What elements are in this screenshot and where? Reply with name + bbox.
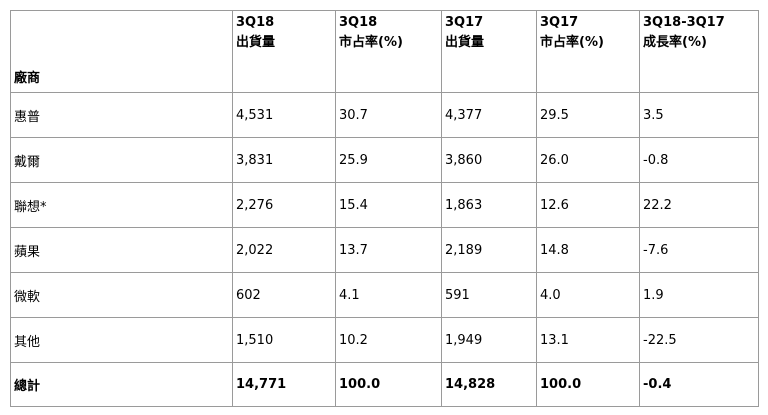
vendor-cell: 微軟 xyxy=(10,272,233,318)
ship-3q17-cell: 4,377 xyxy=(441,92,537,138)
table-row: 微軟 602 4.1 591 4.0 1.9 xyxy=(10,272,759,318)
header-share-3q18: 3Q18 市占率(%) xyxy=(335,10,442,93)
growth-cell: 1.9 xyxy=(639,272,759,318)
share-3q17-cell: 29.5 xyxy=(536,92,640,138)
vendor-cell: 聯想* xyxy=(10,182,233,228)
header-vendor: 廠商 xyxy=(10,10,233,93)
growth-cell: 3.5 xyxy=(639,92,759,138)
total-row: 總計 14,771 100.0 14,828 100.0 -0.4 xyxy=(10,362,759,407)
ship-3q18-cell: 4,531 xyxy=(232,92,336,138)
total-share-3q18: 100.0 xyxy=(335,362,442,407)
growth-cell: -0.8 xyxy=(639,137,759,183)
ship-3q17-cell: 2,189 xyxy=(441,227,537,273)
share-3q18-cell: 10.2 xyxy=(335,317,442,363)
share-3q18-cell: 4.1 xyxy=(335,272,442,318)
vendor-cell: 其他 xyxy=(10,317,233,363)
share-3q17-cell: 4.0 xyxy=(536,272,640,318)
total-share-3q17: 100.0 xyxy=(536,362,640,407)
ship-3q18-cell: 2,276 xyxy=(232,182,336,228)
growth-cell: -7.6 xyxy=(639,227,759,273)
total-ship-3q17: 14,828 xyxy=(441,362,537,407)
vendor-cell: 惠普 xyxy=(10,92,233,138)
ship-3q17-cell: 3,860 xyxy=(441,137,537,183)
share-3q18-cell: 13.7 xyxy=(335,227,442,273)
ship-3q18-cell: 1,510 xyxy=(232,317,336,363)
ship-3q18-cell: 3,831 xyxy=(232,137,336,183)
shipment-table: 廠商 3Q18 出貨量 3Q18 市占率(%) 3Q17 出貨量 3Q17 市占率(%)… xyxy=(10,10,759,407)
total-ship-3q18: 14,771 xyxy=(232,362,336,407)
table-row: 惠普 4,531 30.7 4,377 29.5 3.5 xyxy=(10,92,759,138)
total-growth: -0.4 xyxy=(639,362,759,407)
header-growth: 3Q18-3Q17 成長率(%) xyxy=(639,10,759,93)
share-3q17-cell: 14.8 xyxy=(536,227,640,273)
header-share-3q17: 3Q17 市占率(%) xyxy=(536,10,640,93)
ship-3q17-cell: 591 xyxy=(441,272,537,318)
ship-3q17-cell: 1,863 xyxy=(441,182,537,228)
ship-3q18-cell: 602 xyxy=(232,272,336,318)
share-3q18-cell: 25.9 xyxy=(335,137,442,183)
growth-cell: -22.5 xyxy=(639,317,759,363)
table-row: 戴爾 3,831 25.9 3,860 26.0 -0.8 xyxy=(10,137,759,183)
header-ship-3q17: 3Q17 出貨量 xyxy=(441,10,537,93)
header-row: 廠商 3Q18 出貨量 3Q18 市占率(%) 3Q17 出貨量 3Q17 市占率(%)… xyxy=(10,10,759,93)
ship-3q18-cell: 2,022 xyxy=(232,227,336,273)
share-3q18-cell: 15.4 xyxy=(335,182,442,228)
total-label: 總計 xyxy=(10,362,233,407)
vendor-cell: 蘋果 xyxy=(10,227,233,273)
share-3q17-cell: 12.6 xyxy=(536,182,640,228)
share-3q17-cell: 26.0 xyxy=(536,137,640,183)
header-ship-3q18: 3Q18 出貨量 xyxy=(232,10,336,93)
ship-3q17-cell: 1,949 xyxy=(441,317,537,363)
share-3q18-cell: 30.7 xyxy=(335,92,442,138)
table-row: 聯想* 2,276 15.4 1,863 12.6 22.2 xyxy=(10,182,759,228)
table-row: 其他 1,510 10.2 1,949 13.1 -22.5 xyxy=(10,317,759,363)
vendor-cell: 戴爾 xyxy=(10,137,233,183)
growth-cell: 22.2 xyxy=(639,182,759,228)
share-3q17-cell: 13.1 xyxy=(536,317,640,363)
table-row: 蘋果 2,022 13.7 2,189 14.8 -7.6 xyxy=(10,227,759,273)
